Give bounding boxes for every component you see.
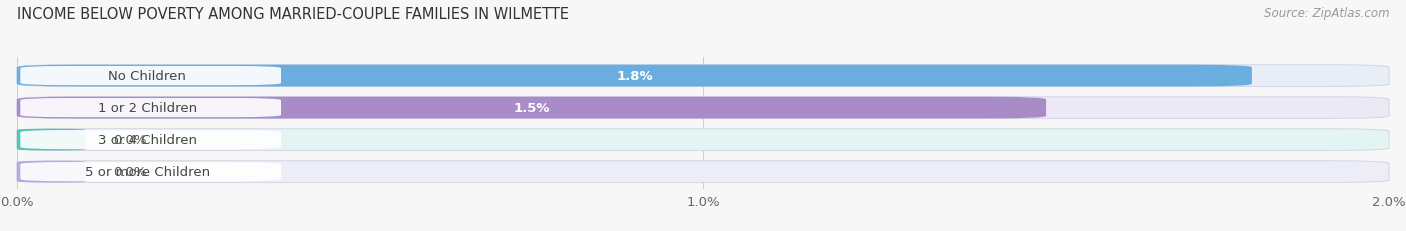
FancyBboxPatch shape [20, 67, 281, 86]
FancyBboxPatch shape [17, 129, 1389, 151]
Text: INCOME BELOW POVERTY AMONG MARRIED-COUPLE FAMILIES IN WILMETTE: INCOME BELOW POVERTY AMONG MARRIED-COUPL… [17, 7, 569, 22]
Text: 1 or 2 Children: 1 or 2 Children [97, 102, 197, 115]
Text: 0.0%: 0.0% [112, 165, 146, 178]
Text: 1.5%: 1.5% [513, 102, 550, 115]
Text: No Children: No Children [108, 70, 186, 83]
FancyBboxPatch shape [17, 97, 1389, 119]
FancyBboxPatch shape [17, 65, 1389, 87]
FancyBboxPatch shape [20, 99, 281, 118]
Text: Source: ZipAtlas.com: Source: ZipAtlas.com [1264, 7, 1389, 20]
Text: 5 or more Children: 5 or more Children [84, 165, 209, 178]
FancyBboxPatch shape [17, 161, 86, 183]
FancyBboxPatch shape [17, 129, 86, 151]
FancyBboxPatch shape [20, 131, 281, 149]
FancyBboxPatch shape [20, 162, 281, 181]
FancyBboxPatch shape [17, 65, 1251, 87]
Text: 3 or 4 Children: 3 or 4 Children [98, 134, 197, 146]
Text: 0.0%: 0.0% [112, 134, 146, 146]
Text: 1.8%: 1.8% [616, 70, 652, 83]
FancyBboxPatch shape [17, 161, 1389, 183]
FancyBboxPatch shape [17, 97, 1046, 119]
